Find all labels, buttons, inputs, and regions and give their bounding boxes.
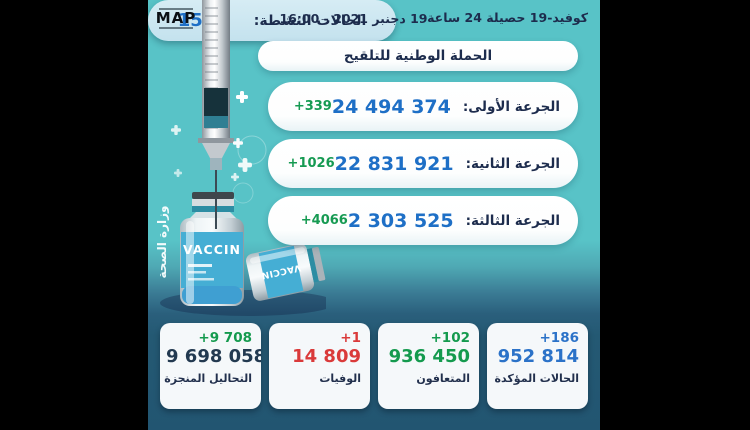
vaccine-illustration: VACCIN VACCIN bbox=[160, 0, 326, 316]
ministry-label: وزارة الصحة bbox=[155, 205, 169, 279]
syringe-icon bbox=[198, 0, 234, 230]
dose3-delta: +4066 bbox=[300, 213, 348, 228]
recovered-delta: +102 bbox=[430, 330, 471, 346]
deaths-value: 14 809 bbox=[292, 346, 361, 367]
decor-crosses-icon bbox=[171, 91, 252, 181]
deaths-delta: +1 bbox=[340, 330, 361, 346]
confirmed-label: الحالات المؤكدة bbox=[494, 372, 579, 385]
dose3-value: 2 303 525 bbox=[347, 209, 454, 232]
dose2-value: 22 831 921 bbox=[334, 152, 454, 175]
tests-value: 9 698 058 bbox=[166, 346, 261, 367]
recovered-label: المتعافون bbox=[416, 372, 470, 385]
active-cases-row: الحالات النشطة: 1555 bbox=[148, 0, 396, 41]
confirmed-delta: +186 bbox=[539, 330, 580, 346]
poster-background: VACCIN VACCIN MAP كوفيد-19 حصيلة 24 ساعة… bbox=[148, 0, 600, 430]
campaign-banner: الحملة الوطنية للتلقيح bbox=[258, 41, 578, 71]
vaccine-vial-icon: VACCIN bbox=[180, 192, 244, 306]
dose1-label: الجرعة الأولى: bbox=[462, 98, 560, 115]
vaccine-vial-tilted-icon: VACCIN bbox=[246, 243, 326, 301]
tests-label: التحاليل المنجزة bbox=[164, 372, 252, 385]
dose1-value: 24 494 374 bbox=[331, 95, 451, 118]
dose3-row: الجرعة الثالثة: 2 303 525 +4066 bbox=[268, 196, 578, 245]
vial-label: VACCIN bbox=[183, 242, 241, 257]
campaign-title: الحملة الوطنية للتلقيح bbox=[343, 48, 493, 64]
recovered-value: 936 450 bbox=[388, 346, 470, 367]
map-logo-tagline-bar bbox=[159, 27, 193, 29]
stat-card-recovered: +102 936 450 المتعافون bbox=[378, 323, 479, 409]
map-logo-tagline-bar bbox=[159, 8, 193, 10]
dose2-label: الجرعة الثانية: bbox=[465, 155, 560, 172]
dose1-row: الجرعة الأولى: 24 494 374 +339 bbox=[268, 82, 578, 131]
dose1-delta: +339 bbox=[293, 99, 332, 114]
stat-card-tests: +9 708 9 698 058 التحاليل المنجزة bbox=[160, 323, 261, 409]
tests-delta: +9 708 bbox=[198, 330, 252, 346]
dose2-delta: +1026 bbox=[287, 156, 335, 171]
map-logo: MAP bbox=[155, 7, 197, 30]
dose2-row: الجرعة الثانية: 22 831 921 +1026 bbox=[268, 139, 578, 188]
stat-card-deaths: +1 14 809 الوفيات bbox=[269, 323, 370, 409]
dose3-label: الجرعة الثالثة: bbox=[465, 212, 560, 229]
stat-card-confirmed: +186 952 814 الحالات المؤكدة bbox=[487, 323, 588, 409]
deaths-label: الوفيات bbox=[319, 372, 361, 385]
confirmed-value: 952 814 bbox=[497, 346, 579, 367]
active-cases-label: الحالات النشطة: bbox=[253, 12, 367, 29]
map-logo-text: MAP bbox=[155, 9, 197, 27]
report-title: كوفيد-19 حصيلة 24 ساعة bbox=[427, 10, 588, 25]
stats-row: +186 952 814 الحالات المؤكدة +102 936 45… bbox=[148, 323, 600, 409]
report-datetime: 19 دجنبر 2021 - 16:00 bbox=[279, 11, 428, 26]
